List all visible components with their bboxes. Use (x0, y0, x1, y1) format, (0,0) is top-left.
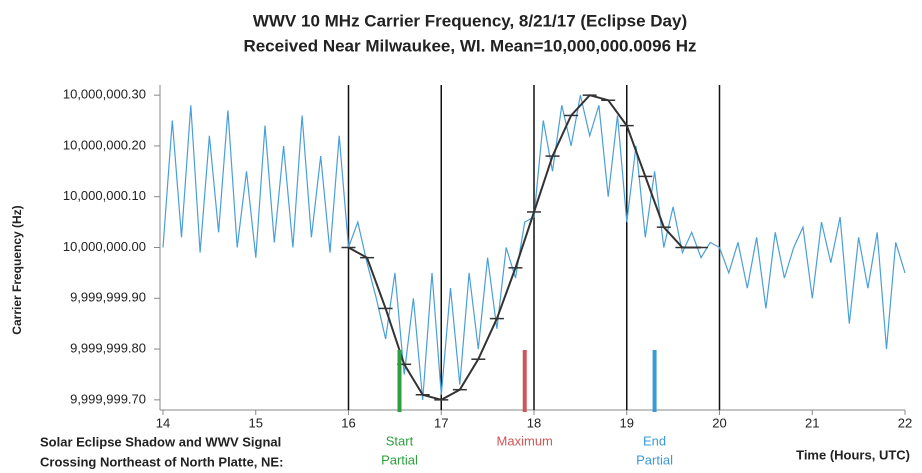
x-tick-label: 14 (156, 415, 170, 430)
event-marker (522, 350, 527, 412)
event-marker (397, 350, 402, 412)
chart-title: WWV 10 MHz Carrier Frequency, 8/21/17 (E… (253, 11, 687, 30)
x-tick-label: 15 (249, 415, 263, 430)
y-tick-label: 10,000,000.20 (63, 137, 146, 152)
x-tick-label: 22 (898, 415, 912, 430)
x-axis-label: Time (Hours, UTC) (796, 447, 910, 462)
x-tick-label: 18 (527, 415, 541, 430)
x-tick-label: 16 (341, 415, 355, 430)
event-label: Partial (636, 452, 673, 467)
event-label: Maximum (497, 433, 553, 448)
event-label: Start (386, 433, 414, 448)
event-label: Partial (381, 452, 418, 467)
y-tick-label: 9,999,999.90 (70, 290, 146, 305)
y-tick-label: 10,000,000.00 (63, 239, 146, 254)
data-line (348, 94, 701, 401)
chart-subtitle: Received Near Milwaukee, WI. Mean=10,000… (243, 36, 696, 55)
event-marker (652, 350, 657, 412)
event-label: End (643, 433, 666, 448)
data-line (162, 95, 906, 400)
x-tick-label: 17 (434, 415, 448, 430)
y-tick-label: 10,000,000.30 (63, 87, 146, 102)
note: Crossing Northeast of North Platte, NE: (40, 454, 283, 469)
x-tick-label: 21 (805, 415, 819, 430)
x-tick-label: 20 (712, 415, 726, 430)
x-tick-label: 19 (620, 415, 634, 430)
note: Solar Eclipse Shadow and WWV Signal (40, 434, 281, 449)
y-axis-label: Carrier Frequency (Hz) (10, 205, 24, 334)
y-tick-label: 9,999,999.70 (70, 391, 146, 406)
y-tick-label: 9,999,999.80 (70, 341, 146, 356)
y-tick-label: 10,000,000.10 (63, 188, 146, 203)
